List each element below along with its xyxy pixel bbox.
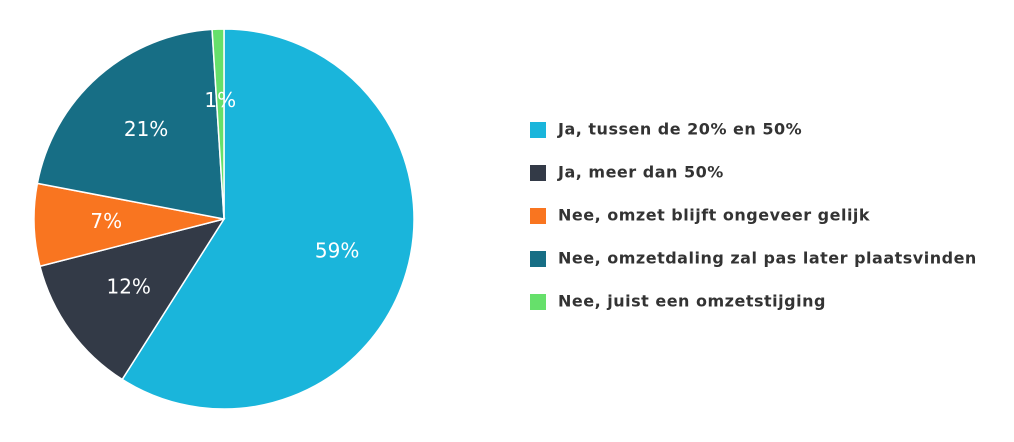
pie-slice <box>36 28 225 220</box>
legend-swatch <box>530 208 546 224</box>
legend-label: Nee, omzet blijft ongeveer gelijk <box>558 206 870 225</box>
legend-label: Nee, omzetdaling zal pas later plaatsvin… <box>558 249 977 268</box>
legend-label: Ja, tussen de 20% en 50% <box>557 120 802 139</box>
data-label: 59% <box>315 238 359 262</box>
legend-label: Nee, juist een omzetstijging <box>558 292 826 311</box>
data-label: 12% <box>106 275 150 299</box>
legend-swatch <box>530 294 546 310</box>
pie-slice <box>39 217 226 381</box>
data-label: 1% <box>204 88 236 112</box>
legend-label: Ja, meer dan 50% <box>557 163 724 182</box>
data-label: 7% <box>90 209 122 233</box>
legend-swatch <box>530 122 546 138</box>
pie-slice <box>211 28 225 220</box>
legend-swatch <box>530 251 546 267</box>
pie-slice <box>121 28 415 410</box>
legend-swatch <box>530 165 546 181</box>
data-label: 21% <box>124 117 168 141</box>
